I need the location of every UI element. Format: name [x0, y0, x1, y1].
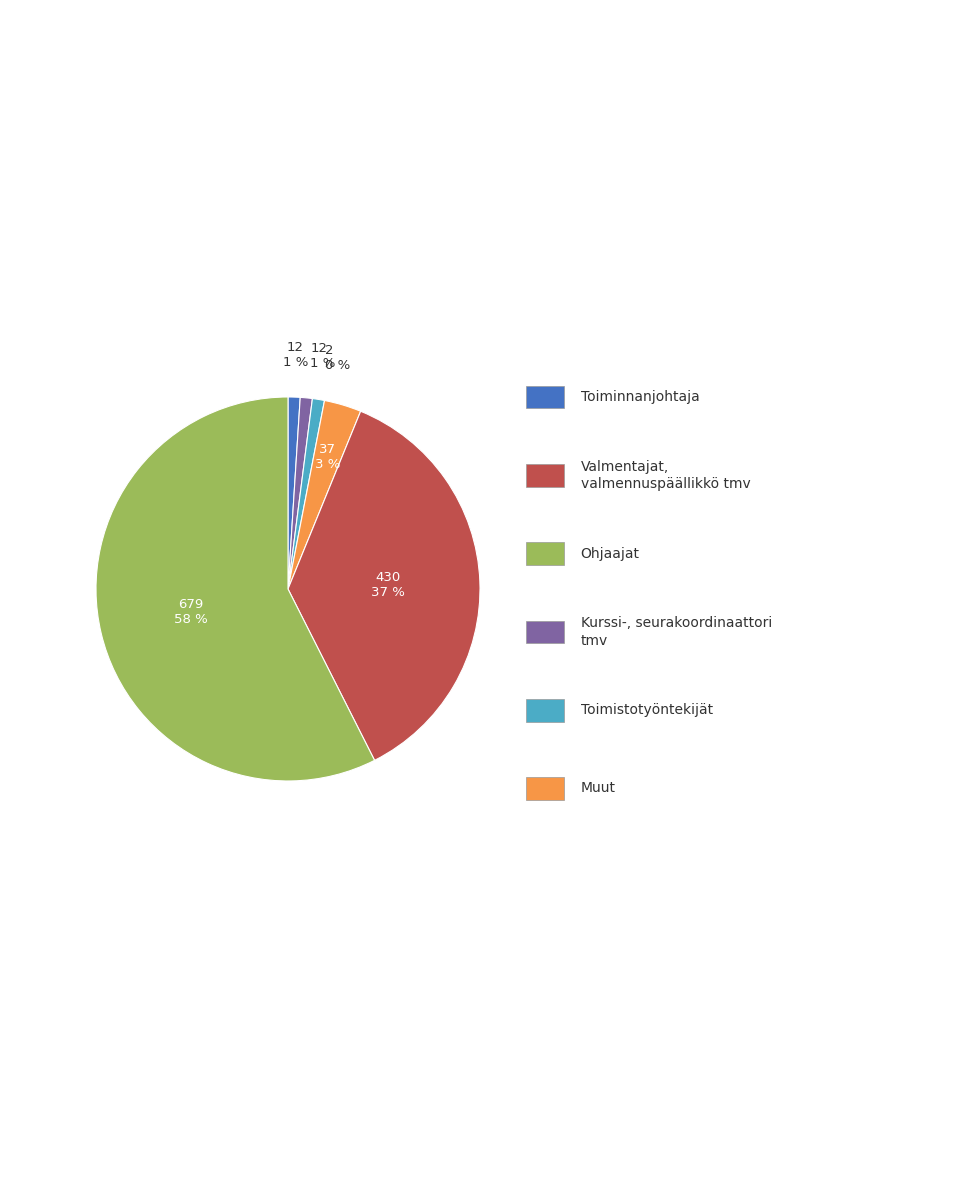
Wedge shape	[288, 398, 312, 589]
Wedge shape	[288, 411, 480, 761]
FancyBboxPatch shape	[526, 464, 564, 487]
Wedge shape	[288, 400, 361, 589]
Text: 12
1 %: 12 1 %	[310, 341, 336, 370]
Text: 679
58 %: 679 58 %	[174, 599, 207, 626]
FancyBboxPatch shape	[526, 698, 564, 721]
FancyBboxPatch shape	[526, 386, 564, 409]
Text: 430
37 %: 430 37 %	[371, 571, 405, 599]
Text: Valmentajat,
valmennuspäällikkö tmv: Valmentajat, valmennuspäällikkö tmv	[581, 459, 751, 492]
FancyBboxPatch shape	[526, 620, 564, 643]
Wedge shape	[288, 399, 324, 589]
FancyBboxPatch shape	[526, 542, 564, 565]
FancyBboxPatch shape	[526, 776, 564, 799]
Text: 12
1 %: 12 1 %	[283, 341, 308, 369]
Text: Kurssi-, seurakoordinaattori
tmv: Kurssi-, seurakoordinaattori tmv	[581, 617, 772, 648]
Text: Ohjaajat: Ohjaajat	[581, 547, 639, 560]
Wedge shape	[288, 397, 300, 589]
Wedge shape	[96, 397, 374, 781]
Text: Toimistotyöntekijät: Toimistotyöntekijät	[581, 703, 712, 718]
Text: 37
3 %: 37 3 %	[315, 442, 340, 470]
Text: Muut: Muut	[581, 781, 615, 796]
Text: Toiminnanjohtaja: Toiminnanjohtaja	[581, 391, 699, 404]
Text: 2
0 %: 2 0 %	[325, 344, 350, 371]
